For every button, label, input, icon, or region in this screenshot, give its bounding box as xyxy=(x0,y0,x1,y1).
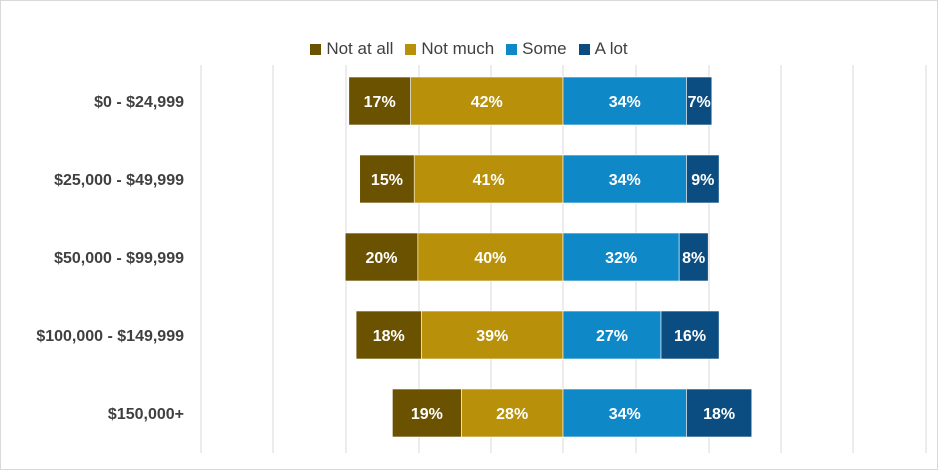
bar-not-much xyxy=(417,232,564,282)
data-label-not-much: 41% xyxy=(473,172,505,189)
data-label-some: 34% xyxy=(609,94,641,111)
bar-not-at-all xyxy=(344,232,419,282)
data-label-not-much: 42% xyxy=(471,94,503,111)
bar-a-lot xyxy=(678,232,709,282)
legend-item-not-at-all: Not at all xyxy=(310,39,393,59)
bar-not-much xyxy=(413,154,564,204)
legend-label-not-much: Not much xyxy=(421,39,495,58)
legend-label-not-at-all: Not at all xyxy=(326,39,394,58)
data-label-not-at-all: 20% xyxy=(365,250,397,267)
bar-a-lot xyxy=(686,388,753,438)
bar-some xyxy=(562,76,687,126)
category-label: $0 - $24,999 xyxy=(94,94,184,111)
legend-item-a-lot: A lot xyxy=(578,39,628,59)
data-label-not-much: 39% xyxy=(476,328,508,345)
bar-a-lot xyxy=(660,310,720,360)
data-label-not-at-all: 18% xyxy=(373,328,405,345)
bar-not-at-all xyxy=(348,76,411,126)
legend-label-a-lot: A lot xyxy=(594,39,628,58)
data-label-not-at-all: 19% xyxy=(411,406,443,423)
legend: Not at all Not much Some A lot xyxy=(1,39,937,59)
legend-item-not-much: Not much xyxy=(405,39,494,59)
legend-swatch-not-at-all xyxy=(310,43,322,55)
data-label-not-at-all: 17% xyxy=(364,94,396,111)
bar-a-lot xyxy=(686,76,713,126)
legend-item-some: Some xyxy=(506,39,567,59)
data-label-some: 34% xyxy=(609,172,641,189)
data-label-not-much: 28% xyxy=(496,406,528,423)
data-label-a-lot: 9% xyxy=(691,172,714,189)
bar-not-at-all xyxy=(355,310,422,360)
bar-not-at-all xyxy=(359,154,415,204)
category-label: $25,000 - $49,999 xyxy=(54,172,184,189)
data-label-a-lot: 8% xyxy=(682,250,705,267)
bar-a-lot xyxy=(686,154,720,204)
data-label-some: 34% xyxy=(609,406,641,423)
bar-some xyxy=(562,232,680,282)
data-label-some: 32% xyxy=(605,250,637,267)
legend-swatch-some xyxy=(506,43,518,55)
legend-swatch-not-much xyxy=(405,43,417,55)
bar-some xyxy=(562,310,662,360)
data-label-not-much: 40% xyxy=(474,250,506,267)
data-label-a-lot: 18% xyxy=(703,406,735,423)
bar-some xyxy=(562,154,687,204)
bar-not-much xyxy=(410,76,564,126)
data-label-some: 27% xyxy=(596,328,628,345)
data-label-a-lot: 16% xyxy=(674,328,706,345)
legend-label-some: Some xyxy=(522,39,567,58)
legend-swatch-a-lot xyxy=(578,43,590,55)
bar-not-at-all xyxy=(392,388,462,438)
category-label: $100,000 - $149,999 xyxy=(36,328,184,345)
data-label-not-at-all: 15% xyxy=(371,172,403,189)
data-label-a-lot: 7% xyxy=(688,94,711,111)
bar-not-much xyxy=(461,388,564,438)
category-label: $150,000+ xyxy=(108,406,184,423)
category-label: $50,000 - $99,999 xyxy=(54,250,184,267)
